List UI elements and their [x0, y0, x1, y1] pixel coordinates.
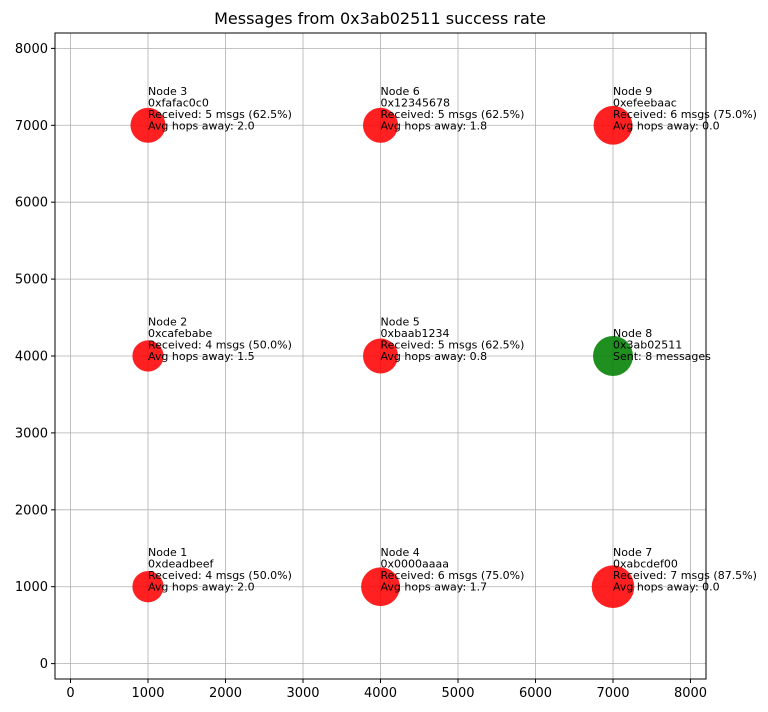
- node-annotation-line: Avg hops away: 2.0: [148, 119, 255, 132]
- node-annotation-line: Node 3: [148, 85, 187, 98]
- node-point: [363, 107, 398, 143]
- node-annotation-line: 0xcafebabe: [148, 327, 212, 340]
- node-point: [361, 567, 400, 607]
- node-annotation-line: Node 6: [381, 85, 420, 98]
- node-annotation-line: Node 8: [613, 327, 652, 340]
- x-tick-label: 5000: [441, 686, 474, 701]
- node-annotation: Node 5 0xbaab1234 Received: 5 msgs (62.5%)…: [381, 316, 525, 364]
- y-tick-label: 2000: [15, 503, 48, 518]
- node-annotation-line: 0x0000aaaa: [381, 558, 449, 571]
- x-tick-label: 1000: [131, 686, 164, 701]
- node-point: [363, 338, 398, 374]
- node-annotation-line: Avg hops away: 1.5: [148, 350, 255, 363]
- node-annotation-line: Node 7: [613, 546, 652, 559]
- node-annotation-line: 0xfafac0c0: [148, 96, 209, 109]
- node-annotation-line: 0x3ab02511: [613, 339, 682, 352]
- node-annotation: Node 7 0xabcdef00 Received: 7 msgs (87.5%)…: [613, 546, 757, 594]
- node-annotation-line: 0xefeebaac: [613, 96, 677, 109]
- node-annotation-line: Node 4: [381, 546, 420, 559]
- node-annotation-line: Avg hops away: 0.0: [613, 581, 720, 594]
- node-annotation-line: 0xabcdef00: [613, 558, 678, 571]
- node-annotation: Node 6 0x12345678 Received: 5 msgs (62.5%)…: [381, 85, 525, 132]
- node-annotation-line: Node 2: [148, 316, 187, 329]
- node-annotation: Node 2 0xcafebabe Received: 4 msgs (50.0%)…: [148, 316, 292, 364]
- node-annotation-line: Received: 4 msgs (50.0%): [148, 569, 292, 582]
- node-point: [130, 107, 166, 143]
- node-annotation-line: Avg hops away: 0.0: [613, 119, 720, 132]
- node-annotation-line: Received: 5 msgs (62.5%): [381, 339, 525, 352]
- node-annotation: Node 4 0x0000aaaa Received: 6 msgs (75.0%)…: [381, 546, 525, 594]
- x-tick-label: 8000: [674, 686, 707, 701]
- node-annotation: Node 9 0xefeebaac Received: 6 msgs (75.0%)…: [613, 85, 757, 132]
- y-tick-label: 4000: [15, 350, 48, 365]
- node-point: [132, 340, 164, 372]
- node-annotation-line: 0xdeadbeef: [148, 558, 214, 571]
- node-point: [591, 565, 635, 609]
- node-annotation-line: Received: 4 msgs (50.0%): [148, 339, 292, 352]
- point-layer: [130, 105, 635, 609]
- node-annotation-line: Sent: 8 messages: [613, 350, 711, 363]
- node-annotation-line: Received: 6 msgs (75.0%): [381, 569, 525, 582]
- y-tick-label: 3000: [15, 426, 48, 441]
- node-annotation-line: Received: 6 msgs (75.0%): [613, 108, 757, 121]
- plot-frame: [54, 32, 707, 680]
- x-tick-label: 2000: [209, 686, 242, 701]
- x-tick-label: 6000: [519, 686, 552, 701]
- node-point: [593, 336, 633, 376]
- x-tick-label: 4000: [364, 686, 397, 701]
- y-tick-label: 0: [40, 657, 48, 672]
- node-annotation-line: Node 5: [381, 316, 420, 329]
- x-tick-label: 3000: [286, 686, 319, 701]
- node-annotation-line: 0xbaab1234: [381, 327, 450, 340]
- chart-title: Messages from 0x3ab02511 success rate: [214, 9, 546, 28]
- x-tick-label: 0: [66, 686, 74, 701]
- y-tick-label: 6000: [15, 196, 48, 211]
- node-annotation: Node 8 0x3ab02511 Sent: 8 messages: [613, 327, 711, 363]
- y-tick-label: 8000: [15, 42, 48, 57]
- node-point: [132, 571, 164, 603]
- node-annotation-line: Node 9: [613, 85, 652, 98]
- y-tick-label: 1000: [15, 580, 48, 595]
- tick-layer: 0 1000 2000 3000 4000 5000 6000 7000 8000 0 1000 20…: [15, 42, 707, 701]
- node-point: [593, 105, 633, 145]
- node-annotation-line: Received: 5 msgs (62.5%): [381, 108, 525, 121]
- node-annotation-line: Received: 5 msgs (62.5%): [148, 108, 292, 121]
- node-annotation-line: Avg hops away: 1.7: [381, 581, 488, 594]
- node-annotation-line: 0x12345678: [381, 96, 451, 109]
- node-annotation: Node 3 0xfafac0c0 Received: 5 msgs (62.5%)…: [148, 85, 292, 132]
- node-annotation: Node 1 0xdeadbeef Received: 4 msgs (50.0%)…: [148, 546, 292, 594]
- y-tick-label: 5000: [15, 273, 48, 288]
- node-annotation-line: Avg hops away: 2.0: [148, 581, 255, 594]
- node-annotation-line: Avg hops away: 1.8: [381, 119, 488, 132]
- x-tick-label: 7000: [596, 686, 629, 701]
- node-annotation-line: Node 1: [148, 546, 187, 559]
- y-tick-label: 7000: [15, 119, 48, 134]
- node-annotation-line: Received: 7 msgs (87.5%): [613, 569, 757, 582]
- node-annotation-line: Avg hops away: 0.8: [381, 350, 488, 363]
- label-layer: Node 1 0xdeadbeef Received: 4 msgs (50.0%)…: [148, 85, 757, 594]
